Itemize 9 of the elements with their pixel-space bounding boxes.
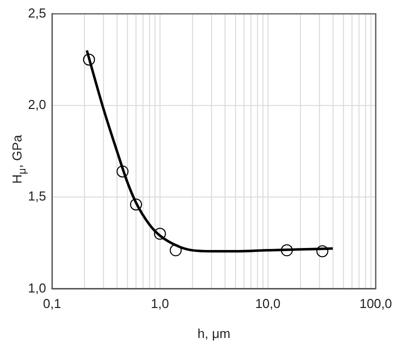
x-tick-label: 100,0 bbox=[359, 296, 392, 312]
x-tick-label: 10,0 bbox=[255, 296, 281, 312]
y-tick-label: 2,0 bbox=[28, 97, 46, 112]
x-axis-title: h, μm bbox=[198, 326, 230, 341]
x-tick-label: 1,0 bbox=[150, 296, 169, 312]
y-tick-label: 2,5 bbox=[28, 5, 46, 20]
x-tick-label: 0,1 bbox=[43, 296, 62, 312]
y-tick-label: 1,0 bbox=[28, 280, 46, 296]
y-tick-label: 1,5 bbox=[28, 188, 46, 204]
